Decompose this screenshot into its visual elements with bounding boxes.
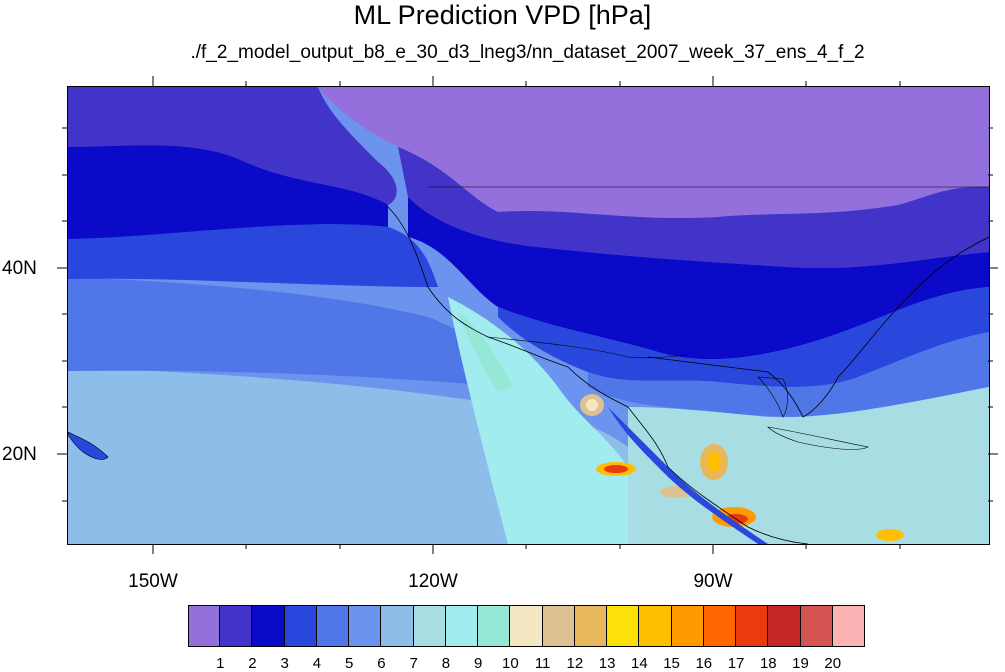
lon-label-90w: 90W xyxy=(693,571,733,592)
colorbar-swatch xyxy=(445,605,479,647)
colorbar-level-label: 20 xyxy=(824,655,842,672)
field-band-1-north xyxy=(318,87,989,219)
us-mexico-border xyxy=(487,336,689,359)
colorbar-swatch xyxy=(574,605,608,647)
colorbar-level-label: 7 xyxy=(409,655,418,672)
colorbar-swatch xyxy=(284,605,317,647)
colorbar-level-label: 1 xyxy=(216,655,225,672)
colorbar-swatch xyxy=(671,605,704,647)
colorbar-level-label: 9 xyxy=(473,655,483,672)
colorbar-swatch xyxy=(381,605,414,647)
colorbar-swatch xyxy=(252,605,285,647)
colorbar-level-label: 3 xyxy=(280,655,289,672)
field-band-4 xyxy=(68,224,438,287)
colorbar-level-label: 2 xyxy=(248,655,257,672)
colorbar-swatch xyxy=(349,605,382,647)
field-band-8-caribbean xyxy=(628,387,989,544)
colorbar-swatch xyxy=(607,605,640,647)
vpd-map-panel xyxy=(67,86,990,545)
florida-outline xyxy=(757,376,788,418)
map-subtitle: ./f_2_model_output_b8_e_30_d3_lneg3/nn_d… xyxy=(190,42,865,63)
colorbar-level-label: 16 xyxy=(695,655,713,672)
colorbar-level-label: 18 xyxy=(759,655,777,672)
pacific-coastline xyxy=(387,206,809,544)
field-band-5 xyxy=(68,277,508,387)
colorbar-level-label: 17 xyxy=(727,655,745,672)
colorbar-swatch xyxy=(188,605,221,647)
colorbar-swatch xyxy=(316,605,350,647)
lon-label-150w: 150W xyxy=(128,571,178,592)
colorbar-swatch xyxy=(220,605,253,647)
colorbar-swatch xyxy=(639,605,672,647)
field-band-5-gulf xyxy=(588,332,989,417)
colorbar-level-label: 19 xyxy=(792,655,809,672)
colorbar-swatch xyxy=(703,605,737,647)
colorbar xyxy=(188,605,865,647)
colorbar-level-label: 13 xyxy=(598,655,616,672)
hotspot-20 xyxy=(876,529,904,541)
field-band-2-west xyxy=(68,87,397,205)
hotspot-12 xyxy=(586,399,598,411)
colorbar-level-label: 5 xyxy=(345,655,354,672)
colorbar-level-label: 10 xyxy=(502,655,519,672)
colorbar-level-label: 4 xyxy=(312,655,322,672)
colorbar-swatch xyxy=(832,605,865,647)
field-band-3-us xyxy=(408,197,989,360)
field-band-3 xyxy=(68,144,388,239)
colorbar-swatch xyxy=(542,605,575,647)
hotspot-16 xyxy=(707,452,721,472)
cuba-outline xyxy=(767,426,869,450)
colorbar-level-label: 11 xyxy=(534,655,551,672)
lat-label-40n: 40N xyxy=(2,258,37,279)
colorbar-swatch xyxy=(413,605,446,647)
field-band-4-us xyxy=(498,287,989,387)
colorbar-level-label: 14 xyxy=(630,655,648,672)
colorbar-level-label: 8 xyxy=(441,655,451,672)
colorbar-swatch xyxy=(510,605,543,647)
lat-label-20n: 20N xyxy=(2,444,37,465)
hawaii-islands xyxy=(68,431,109,460)
vpd-field xyxy=(68,87,989,544)
colorbar-swatch xyxy=(736,605,769,647)
colorbar-swatch xyxy=(478,605,511,647)
colorbar-swatch xyxy=(800,605,833,647)
gulf-atlantic-coastline xyxy=(647,236,989,418)
colorbar-swatch xyxy=(768,605,801,647)
colorbar-level-label: 6 xyxy=(377,655,386,672)
colorbar-level-label: 15 xyxy=(663,655,680,672)
colorbar-level-label: 12 xyxy=(566,655,584,672)
map-title: ML Prediction VPD [hPa] xyxy=(353,0,652,30)
field-band-2-canada xyxy=(398,147,989,269)
field-band-10-baja xyxy=(458,312,513,392)
lon-label-120w: 120W xyxy=(408,571,458,592)
hotspot-14 xyxy=(604,465,628,473)
